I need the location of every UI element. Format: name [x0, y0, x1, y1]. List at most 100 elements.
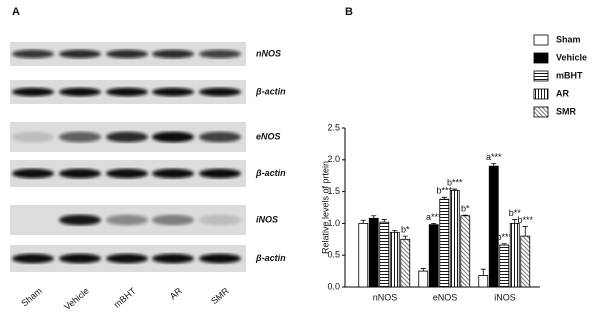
blot-band: [12, 253, 54, 264]
significance-label: b***: [496, 232, 512, 242]
legend-label: Vehicle: [556, 52, 587, 62]
blot-band: [59, 131, 101, 143]
bar: [428, 224, 439, 288]
error-bar: [431, 223, 437, 225]
bar: [488, 165, 499, 288]
y-tick-label: 2.0: [327, 154, 340, 164]
bar: [449, 189, 460, 288]
significance-label: b***: [447, 177, 463, 187]
legend-label: SMR: [556, 106, 577, 116]
x-tick-label: nNOS: [373, 292, 398, 302]
y-tick-label: 0.0: [327, 281, 340, 291]
blot-band: [106, 214, 148, 226]
blot-band: [152, 49, 194, 59]
blot-band: [106, 253, 148, 264]
bar: [478, 275, 489, 288]
blot-band: [12, 168, 54, 179]
lane-label: Sham: [19, 286, 43, 309]
blot-label: iNOS: [256, 214, 278, 224]
error-bar: [371, 215, 377, 219]
legend-swatch: [533, 88, 549, 100]
error-bar: [420, 268, 426, 272]
significance-label: b**: [509, 208, 522, 218]
legend-label: mBHT: [556, 70, 583, 80]
blot-band: [59, 214, 101, 226]
x-tick-label: eNOS: [433, 292, 458, 302]
bar: [368, 217, 379, 288]
blot-band: [152, 168, 194, 179]
blot-label: β-actin: [255, 168, 286, 178]
legend-swatch: [533, 34, 549, 46]
blot-band: [59, 253, 101, 264]
blot-band: [12, 87, 54, 97]
significance-label: b***: [517, 215, 533, 225]
lane-label: SMR: [209, 285, 231, 306]
blot-band: [152, 131, 194, 143]
bar: [499, 244, 510, 288]
blot-label: β-actin: [255, 253, 286, 263]
error-bar: [452, 188, 458, 191]
blot-band: [199, 87, 241, 97]
panel-label: A: [12, 6, 20, 18]
y-tick-label: 1.0: [327, 218, 340, 228]
error-bar: [402, 235, 408, 240]
blot-band: [106, 87, 148, 97]
blot-band: [59, 168, 101, 179]
blot-band: [199, 49, 241, 59]
significance-label: a***: [426, 212, 442, 222]
error-bar: [522, 226, 528, 237]
panel-label: B: [345, 6, 353, 18]
blot-label: β-actin: [255, 86, 286, 96]
bar: [400, 238, 411, 288]
legend-swatch: [533, 70, 549, 82]
blot-band: [152, 87, 194, 97]
bar: [358, 222, 369, 288]
legend-swatch: [533, 106, 549, 118]
blot-band: [106, 49, 148, 59]
blot-band: [106, 131, 148, 143]
x-tick-label: iNOS: [494, 292, 516, 302]
bar: [379, 221, 390, 288]
error-bar: [462, 214, 468, 216]
blot-band: [199, 131, 241, 143]
blot-band: [12, 49, 54, 59]
blot-band: [199, 168, 241, 179]
blot-band: [152, 214, 194, 226]
significance-label: a***: [486, 152, 502, 162]
bar: [520, 235, 531, 288]
bar: [389, 231, 400, 288]
blot-band: [59, 87, 101, 97]
lane-label: mBHT: [112, 285, 138, 309]
bar: [460, 215, 471, 288]
blot-band: [152, 253, 194, 264]
lane-label: AR: [168, 285, 184, 301]
significance-label: b***: [436, 186, 452, 196]
error-bar: [381, 219, 387, 223]
bar: [509, 222, 520, 288]
bar: [418, 270, 429, 288]
y-tick-label: 0.5: [327, 250, 340, 260]
blot-band: [106, 168, 148, 179]
error-bar: [491, 163, 497, 167]
blot-band: [199, 214, 241, 226]
blot-label: nNOS: [256, 48, 281, 58]
blot-label: eNOS: [256, 131, 281, 141]
error-bar: [480, 268, 486, 276]
significance-label: b*: [461, 204, 470, 214]
legend-label: AR: [556, 88, 569, 98]
significance-label: b*: [401, 224, 410, 234]
error-bar: [501, 243, 507, 246]
legend-label: Sham: [556, 34, 581, 44]
lane-label: Vehicle: [62, 286, 91, 312]
blot-band: [12, 131, 54, 143]
error-bar: [392, 229, 398, 233]
blot-band: [199, 253, 241, 264]
bar: [439, 198, 450, 288]
error-bar: [441, 196, 447, 200]
error-bar: [360, 219, 366, 224]
y-tick-label: 1.5: [327, 186, 340, 196]
y-axis-title: Relative levels of prtein: [320, 161, 330, 254]
blot-band: [59, 49, 101, 59]
legend-swatch: [533, 52, 549, 64]
